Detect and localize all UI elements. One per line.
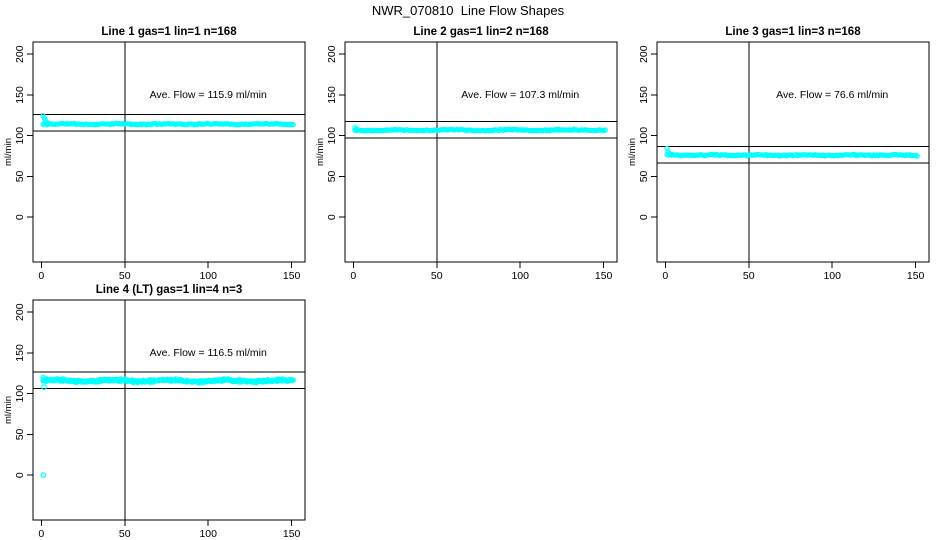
plot-frame xyxy=(32,41,306,263)
y-tick-label: 0 xyxy=(14,472,26,478)
x-tick-label: 0 xyxy=(38,270,44,282)
y-tick-label: 200 xyxy=(14,303,26,321)
data-points xyxy=(352,124,608,134)
y-tick-label: 200 xyxy=(326,45,338,63)
x-tick-label: 100 xyxy=(511,270,529,282)
y-tick-label: 50 xyxy=(326,170,338,182)
panel-4: Line 4 (LT) gas=1 lin=4 n=3 0 50 100 150 0 50 1… xyxy=(3,284,306,540)
data-points xyxy=(40,374,296,479)
panel-3: Line 3 gas=1 lin=3 n=168 0 50 100 150 0 50 100 1… xyxy=(627,26,930,282)
avg-flow-annotation: Ave. Flow = 116.5 ml/min xyxy=(150,347,267,359)
x-tick-label: 100 xyxy=(199,270,217,282)
plot-frame xyxy=(344,41,618,263)
x-tick-label: 100 xyxy=(823,270,841,282)
data-points xyxy=(664,145,920,159)
y-tick-label: 100 xyxy=(14,385,26,403)
panel-1: Line 1 gas=1 lin=1 n=168 0 50 100 150 0 50 100 1… xyxy=(3,26,306,282)
x-tick-label: 50 xyxy=(119,270,131,282)
data-points xyxy=(40,113,296,128)
x-tick-label: 50 xyxy=(119,528,131,540)
x-tick-label: 0 xyxy=(38,528,44,540)
y-tick-label: 0 xyxy=(326,214,338,220)
x-tick-label: 100 xyxy=(199,528,217,540)
x-tick-label: 0 xyxy=(662,270,668,282)
y-tick-label: 100 xyxy=(326,127,338,145)
y-tick-label: 200 xyxy=(14,45,26,63)
y-tick-label: 150 xyxy=(638,86,650,104)
y-tick-label: 100 xyxy=(14,127,26,145)
y-tick-label: 150 xyxy=(326,86,338,104)
plot-frame xyxy=(656,41,930,263)
panel-2: Line 2 gas=1 lin=2 n=168 0 50 100 150 0 50 100 1… xyxy=(315,26,618,282)
x-tick-label: 150 xyxy=(595,270,613,282)
x-tick-label: 150 xyxy=(283,270,301,282)
y-tick-label: 0 xyxy=(638,214,650,220)
y-tick-label: 150 xyxy=(14,86,26,104)
x-tick-label: 150 xyxy=(907,270,925,282)
y-axis-label: ml/min xyxy=(315,138,326,166)
x-tick-label: 50 xyxy=(743,270,755,282)
y-tick-label: 0 xyxy=(14,214,26,220)
y-tick-label: 50 xyxy=(14,428,26,440)
main-title: NWR_070810 Line Flow Shapes xyxy=(371,3,565,18)
y-tick-label: 50 xyxy=(638,170,650,182)
avg-flow-annotation: Ave. Flow = 76.6 ml/min xyxy=(776,89,888,101)
y-axis-label: ml/min xyxy=(627,138,638,166)
panel-title: Line 4 (LT) gas=1 lin=4 n=3 xyxy=(96,284,242,296)
panel-title: Line 2 gas=1 lin=2 n=168 xyxy=(413,26,549,38)
avg-flow-annotation: Ave. Flow = 115.9 ml/min xyxy=(150,89,267,101)
y-tick-label: 150 xyxy=(14,344,26,362)
y-tick-label: 50 xyxy=(14,170,26,182)
y-axis-label: ml/min xyxy=(3,138,14,166)
x-tick-label: 0 xyxy=(350,270,356,282)
y-axis-label: ml/min xyxy=(3,396,14,424)
avg-flow-annotation: Ave. Flow = 107.3 ml/min xyxy=(461,89,579,101)
panel-title: Line 3 gas=1 lin=3 n=168 xyxy=(725,26,861,38)
panel-title: Line 1 gas=1 lin=1 n=168 xyxy=(101,26,237,38)
y-tick-label: 200 xyxy=(638,45,650,63)
y-tick-label: 100 xyxy=(638,127,650,145)
x-tick-label: 50 xyxy=(431,270,443,282)
x-tick-label: 150 xyxy=(283,528,301,540)
plot-frame xyxy=(32,299,306,521)
